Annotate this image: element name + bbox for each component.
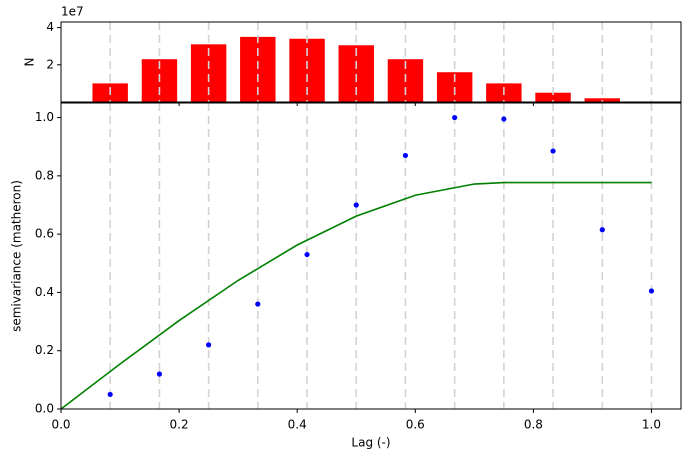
point	[452, 114, 458, 121]
y-tick-label: 0.6	[35, 227, 54, 241]
x-tick-label: 0.4	[288, 418, 307, 432]
y-axis-label: semivariance (matheron)	[10, 180, 24, 332]
model-line	[60, 181, 652, 410]
y-axis-label: N	[23, 58, 37, 67]
y-tick-label: 0.0	[35, 402, 54, 416]
x-tick-label: 0.2	[170, 418, 189, 432]
point	[648, 288, 655, 294]
bar	[535, 92, 571, 102]
y-tick-label: 0.8	[35, 168, 54, 182]
point	[304, 251, 310, 258]
point	[501, 116, 507, 122]
point	[599, 227, 605, 233]
point	[107, 391, 113, 398]
y-tick-label: 0.2	[35, 343, 54, 357]
point	[402, 152, 409, 159]
point	[156, 371, 163, 377]
y-tick-label: 4	[46, 20, 54, 34]
y-tick-label: 0.4	[35, 285, 54, 299]
y-tick-label: 2	[46, 57, 54, 71]
x-tick-label: 0.8	[524, 418, 543, 432]
point	[353, 202, 359, 208]
x-axis-label: Lag (-)	[351, 436, 390, 450]
point	[206, 342, 212, 348]
y-tick-label: 1.0	[35, 110, 54, 124]
offset-label: 1e7	[61, 5, 84, 19]
x-tick-label: 1.0	[642, 418, 661, 432]
axes-frame	[60, 21, 682, 103]
x-tick-label: 0.6	[406, 418, 425, 432]
x-tick-label: 0.0	[51, 418, 70, 432]
point	[550, 148, 556, 154]
axes-frame	[60, 102, 682, 410]
point	[255, 301, 261, 307]
